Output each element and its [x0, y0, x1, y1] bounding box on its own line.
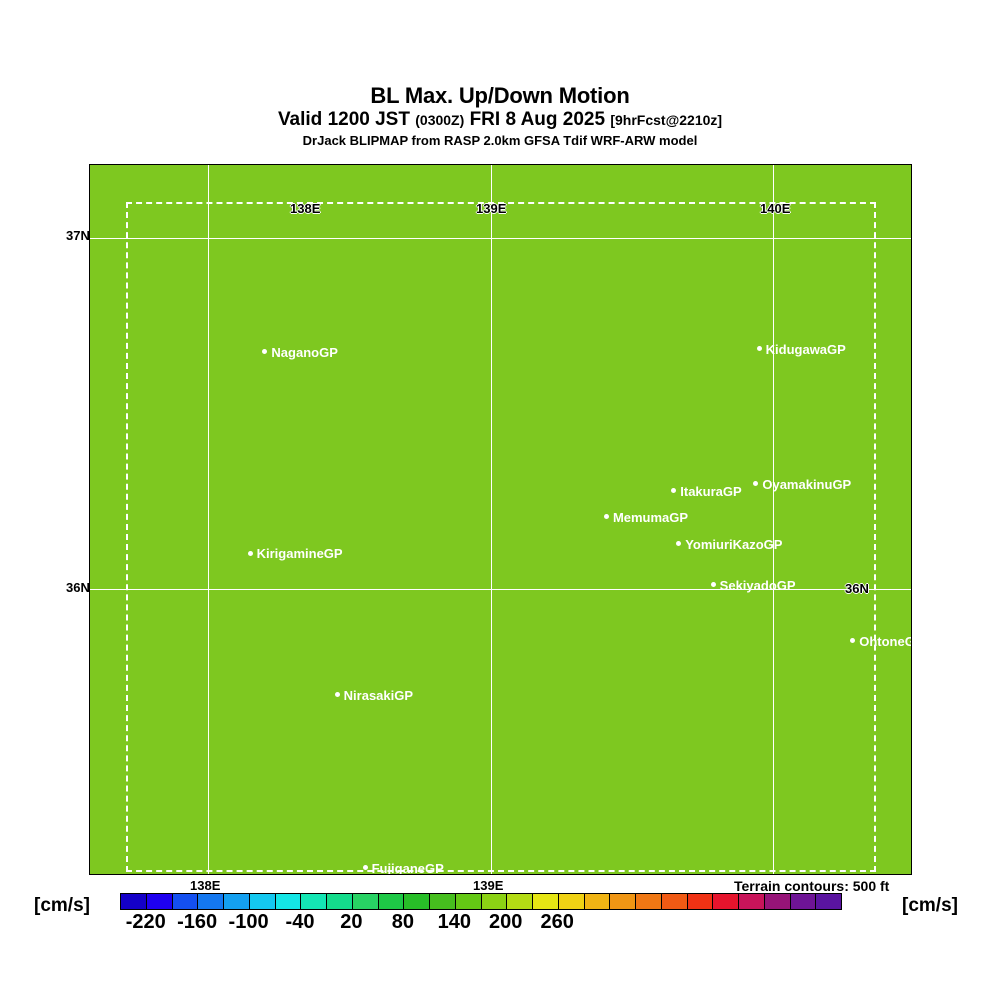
- colorbar-swatch-11: [404, 894, 430, 909]
- colorbar-swatch-25: [764, 894, 791, 909]
- colorbar-swatch-14: [481, 894, 508, 909]
- station-dot-icon: [362, 865, 368, 871]
- station-dot-icon: [756, 346, 762, 352]
- colorbar-swatch-24: [739, 894, 765, 909]
- station-label: MemumaGP: [612, 510, 689, 526]
- station-label: OhtoneGP: [859, 634, 911, 650]
- lon-label-140e-top: 140E: [760, 201, 791, 216]
- colorbar-swatch-23: [713, 894, 739, 909]
- weather-map[interactable]: 138E 139E 140E 36N NaganoGP KidugawaGP O…: [89, 164, 912, 875]
- valid-time-prefix: Valid 1200 JST: [277, 109, 410, 130]
- station-memuma[interactable]: MemumaGP: [603, 510, 689, 526]
- lat-label-36n-left: 36N: [66, 580, 90, 595]
- colorbar-swatch-27: [816, 894, 841, 909]
- colorbar-tick-260: 260: [540, 911, 574, 933]
- colorbar-swatch-9: [352, 894, 379, 909]
- terrain-contour-note: Terrain contours: 500 ft: [734, 878, 890, 894]
- colorbar-tick-200: 200: [489, 911, 523, 933]
- lon-label-138e-bottom: 138E: [190, 878, 221, 893]
- colorbar-tick--160: -160: [177, 911, 218, 933]
- colorbar-swatch-19: [610, 894, 636, 909]
- station-dot-icon: [334, 692, 340, 698]
- valid-time-line: Valid 1200 JST (0300Z) FRI 8 Aug 2025 [9…: [0, 108, 1000, 132]
- lon-label-138e-top: 138E: [290, 201, 321, 216]
- colorbar-swatch-6: [275, 894, 302, 909]
- colorbar-swatch-20: [636, 894, 662, 909]
- colorbar-swatch-2: [172, 894, 199, 909]
- colorbar-swatch-21: [661, 894, 688, 909]
- station-nirasaki[interactable]: NirasakiGP: [334, 688, 414, 704]
- colorbar-swatch-17: [558, 894, 585, 909]
- title-block: BL Max. Up/Down Motion Valid 1200 JST (0…: [0, 84, 1000, 150]
- colorbar-tick-20: 20: [340, 911, 363, 933]
- station-kidugawa[interactable]: KidugawaGP: [756, 342, 846, 358]
- colorbar-swatch-18: [584, 894, 611, 909]
- station-label: FujiganeGP: [371, 861, 444, 875]
- station-dot-icon: [710, 581, 716, 587]
- station-dot-icon: [753, 481, 759, 487]
- station-label: NirasakiGP: [343, 688, 414, 704]
- forecast-tag: [9hrFcst@2210z]: [610, 112, 723, 128]
- colorbar-swatch-3: [198, 894, 224, 909]
- station-label: KidugawaGP: [765, 342, 846, 358]
- colorbar-unit-right: [cm/s]: [902, 895, 958, 916]
- station-dot-icon: [247, 550, 253, 556]
- vertical-motion-field: [90, 165, 911, 874]
- station-dot-icon: [676, 541, 682, 547]
- lon-label-139e-top: 139E: [476, 201, 507, 216]
- colorbar-unit-left: [cm/s]: [34, 895, 90, 916]
- colorbar-tick--220: -220: [125, 911, 166, 933]
- station-label: YomiuriKazoGP: [685, 537, 783, 553]
- colorbar-swatch-1: [146, 894, 173, 909]
- station-dot-icon: [262, 349, 268, 355]
- colorbar-swatch-0: [121, 894, 147, 909]
- station-label: SekiyadoGP: [719, 577, 796, 593]
- station-dot-icon: [603, 514, 609, 520]
- station-label: NaganoGP: [271, 345, 338, 361]
- colorbar-legend: [cm/s] [cm/s] -220 -160 -100 -40 20 80 140 200 2…: [0, 893, 1000, 938]
- lat-label-36n-right: 36N: [845, 581, 869, 596]
- lat-label-37n-left: 37N: [66, 228, 90, 243]
- colorbar-tick-140: 140: [437, 911, 471, 933]
- colorbar-swatch-4: [224, 894, 250, 909]
- colorbar-tick--40: -40: [285, 911, 315, 933]
- station-label: ItakuraGP: [680, 484, 742, 500]
- station-dot-icon: [671, 488, 677, 494]
- colorbar-swatch-8: [327, 894, 353, 909]
- page-title: BL Max. Up/Down Motion: [370, 83, 630, 108]
- lon-label-139e-bottom: 139E: [473, 878, 504, 893]
- station-nagano[interactable]: NaganoGP: [262, 345, 338, 361]
- station-kirigamine[interactable]: KirigamineGP: [247, 546, 343, 562]
- colorbar-swatch-22: [687, 894, 714, 909]
- station-dot-icon: [850, 638, 856, 644]
- colorbar-swatches: [120, 893, 842, 910]
- station-oyamakinu[interactable]: OyamakinuGP: [753, 477, 851, 491]
- colorbar-swatch-15: [507, 894, 533, 909]
- station-sekiyado[interactable]: SekiyadoGP: [710, 577, 796, 593]
- colorbar-tick-80: 80: [391, 911, 414, 933]
- station-itakura[interactable]: ItakuraGP: [671, 484, 742, 500]
- colorbar-swatch-12: [430, 894, 456, 909]
- model-description: DrJack BLIPMAP from RASP 2.0km GFSA Tdif…: [302, 133, 698, 148]
- colorbar-swatch-16: [533, 894, 559, 909]
- station-label: OyamakinuGP: [762, 477, 852, 493]
- colorbar-swatch-13: [455, 894, 482, 909]
- colorbar-swatch-26: [790, 894, 817, 909]
- station-ohtone[interactable]: OhtoneGP: [850, 634, 911, 650]
- colorbar-swatch-10: [378, 894, 405, 909]
- station-label: KirigamineGP: [256, 546, 343, 562]
- colorbar-tick--100: -100: [228, 911, 269, 933]
- station-yomiurikazo[interactable]: YomiuriKazoGP: [676, 537, 782, 551]
- colorbar-swatch-5: [249, 894, 276, 909]
- valid-date: FRI 8 Aug 2025: [469, 109, 606, 130]
- station-fujigane[interactable]: FujiganeGP: [362, 861, 444, 875]
- valid-time-utc: (0300Z): [415, 112, 465, 128]
- colorbar-swatch-7: [301, 894, 327, 909]
